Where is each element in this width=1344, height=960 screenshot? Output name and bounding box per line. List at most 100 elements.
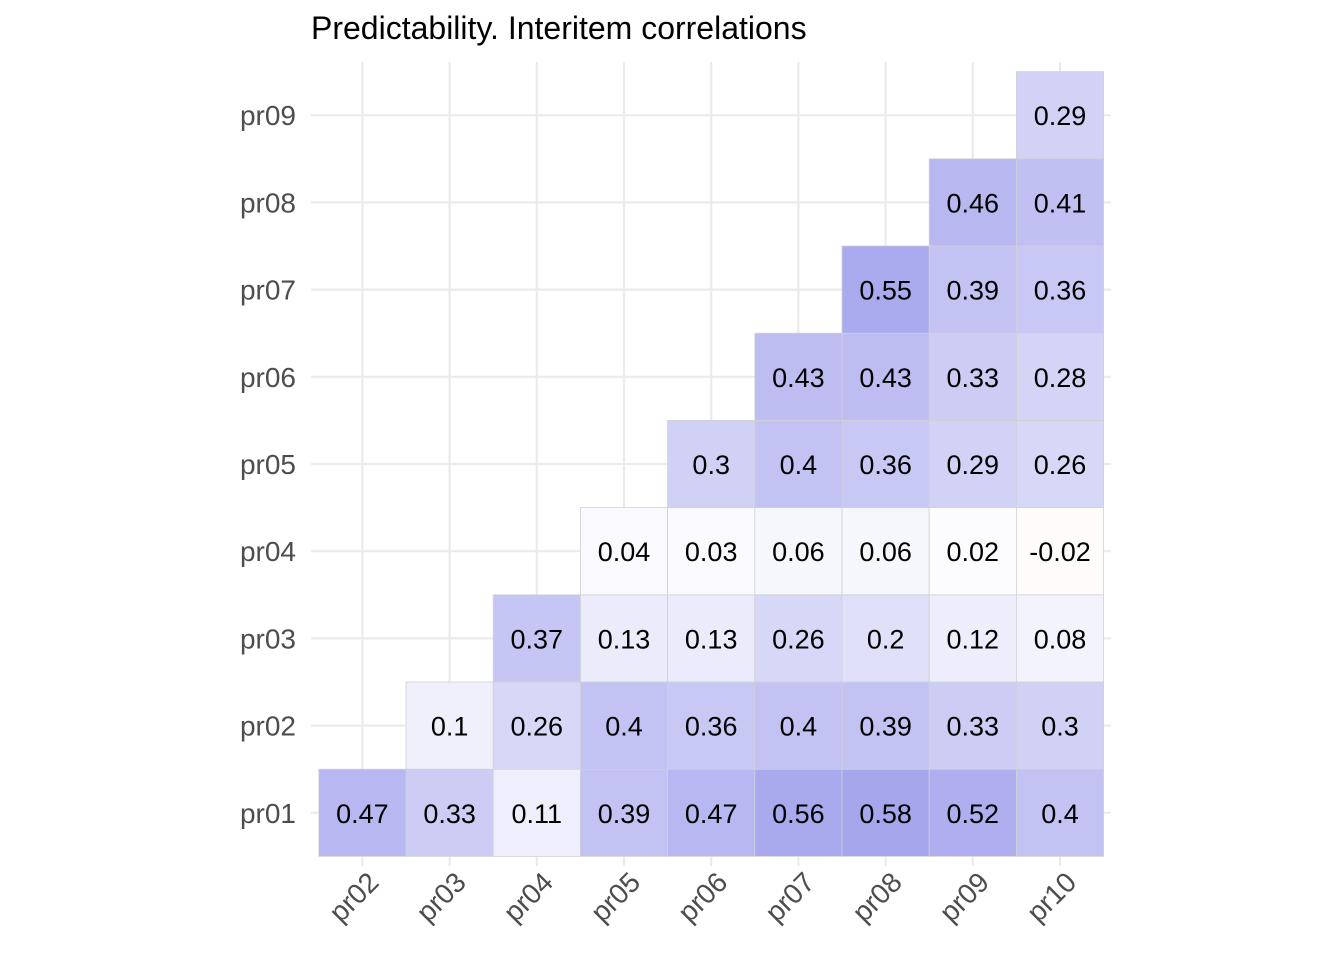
heatmap-cell: [928, 768, 1017, 857]
cell-value-label: 0.56: [772, 799, 825, 829]
y-tick-label: pr05: [240, 449, 296, 480]
heatmap-cell: [754, 768, 843, 857]
cell-value-label: 0.06: [859, 537, 912, 567]
x-tick-label: pr05: [585, 866, 647, 928]
x-tick-label: pr02: [323, 866, 385, 928]
heatmap-cell: [580, 681, 669, 770]
heatmap-cell: [1016, 245, 1105, 334]
y-tick-label: pr03: [240, 623, 296, 654]
cell-value-label: 0.02: [947, 537, 1000, 567]
heatmap-cell: [928, 507, 1017, 596]
cell-value-label: 0.43: [859, 363, 912, 393]
heatmap-cell: [580, 594, 669, 683]
heatmap-cell: [492, 768, 581, 857]
cell-value-label: 0.04: [598, 537, 651, 567]
heatmap-cell: [928, 158, 1017, 247]
heatmap-cell: [667, 507, 756, 596]
cell-value-label: 0.41: [1034, 188, 1087, 218]
cell-value-label: 0.52: [947, 799, 1000, 829]
cell-value-label: 0.4: [1041, 799, 1079, 829]
heatmap-cell: [754, 681, 843, 770]
heatmap-cell: [928, 332, 1017, 421]
cell-value-label: 0.36: [859, 450, 912, 480]
heatmap-cell: [754, 332, 843, 421]
cell-value-label: 0.36: [1034, 276, 1087, 306]
cell-value-label: 0.26: [772, 624, 825, 654]
cell-value-label: 0.33: [947, 712, 1000, 742]
cell-value-label: 0.1: [431, 712, 469, 742]
cell-value-label: 0.28: [1034, 363, 1087, 393]
cell-value-label: 0.12: [947, 624, 1000, 654]
heatmap-cell: [1016, 332, 1105, 421]
heatmap-cell: [841, 245, 930, 334]
cell-value-label: 0.43: [772, 363, 825, 393]
cell-value-label: 0.26: [511, 712, 564, 742]
heatmap-cell: [841, 507, 930, 596]
cell-value-label: 0.47: [685, 799, 738, 829]
x-tick-label: pr09: [933, 866, 995, 928]
x-tick-label: pr10: [1021, 866, 1083, 928]
cell-value-label: 0.4: [780, 712, 818, 742]
heatmap-cell: [1016, 768, 1105, 857]
heatmap-cell: [754, 419, 843, 508]
heatmap-cell: [1016, 507, 1105, 596]
heatmap-cell: [667, 419, 756, 508]
cell-value-label: 0.33: [423, 799, 476, 829]
x-tick-label: pr07: [759, 866, 821, 928]
heatmap-cell: [928, 681, 1017, 770]
heatmap-cell: [841, 681, 930, 770]
cell-value-label: 0.39: [947, 276, 1000, 306]
y-tick-label: pr06: [240, 362, 296, 393]
cell-value-label: 0.26: [1034, 450, 1087, 480]
cell-value-label: -0.02: [1029, 537, 1091, 567]
cell-value-label: 0.37: [511, 624, 564, 654]
cell-value-label: 0.39: [859, 712, 912, 742]
heatmap-cell: [841, 594, 930, 683]
cell-value-label: 0.4: [605, 712, 643, 742]
heatmap-cell: [405, 681, 494, 770]
heatmap-cell: [928, 245, 1017, 334]
y-tick-label: pr01: [240, 798, 296, 829]
y-tick-label: pr09: [240, 100, 296, 131]
cell-value-label: 0.47: [336, 799, 389, 829]
y-tick-label: pr04: [240, 536, 296, 567]
heatmap-cell: [1016, 681, 1105, 770]
cell-value-label: 0.36: [685, 712, 738, 742]
heatmap-cell: [928, 594, 1017, 683]
y-tick-label: pr07: [240, 275, 296, 306]
x-tick-label: pr08: [846, 866, 908, 928]
cell-value-label: 0.2: [867, 624, 905, 654]
heatmap-cell: [754, 594, 843, 683]
x-tick-label: pr06: [672, 866, 734, 928]
x-tick-label: pr03: [410, 866, 472, 928]
cell-value-label: 0.39: [598, 799, 651, 829]
heatmap-cell: [667, 594, 756, 683]
cell-value-label: 0.33: [947, 363, 1000, 393]
x-tick-label: pr04: [497, 866, 559, 928]
cell-value-label: 0.58: [859, 799, 912, 829]
heatmap-cell: [1016, 158, 1105, 247]
cell-value-label: 0.06: [772, 537, 825, 567]
cell-value-label: 0.3: [692, 450, 730, 480]
cell-value-label: 0.46: [947, 188, 1000, 218]
cell-value-label: 0.29: [1034, 101, 1087, 131]
cell-value-label: 0.55: [859, 276, 912, 306]
cell-value-label: 0.03: [685, 537, 738, 567]
heatmap-cell: [754, 507, 843, 596]
heatmap-cell: [841, 332, 930, 421]
heatmap-cell: [492, 594, 581, 683]
heatmap-cell: [1016, 419, 1105, 508]
heatmap-cell: [928, 419, 1017, 508]
y-tick-label: pr02: [240, 711, 296, 742]
heatmap-cell: [667, 768, 756, 857]
cell-value-label: 0.3: [1041, 712, 1079, 742]
heatmap-cell: [1016, 594, 1105, 683]
heatmap-cell: [1016, 71, 1105, 160]
cell-value-label: 0.11: [512, 799, 563, 829]
heatmap-cell: [580, 507, 669, 596]
cell-value-label: 0.29: [947, 450, 1000, 480]
cell-value-label: 0.4: [780, 450, 818, 480]
chart-title: Predictability. Interitem correlations: [311, 10, 807, 46]
cell-value-label: 0.13: [685, 624, 738, 654]
